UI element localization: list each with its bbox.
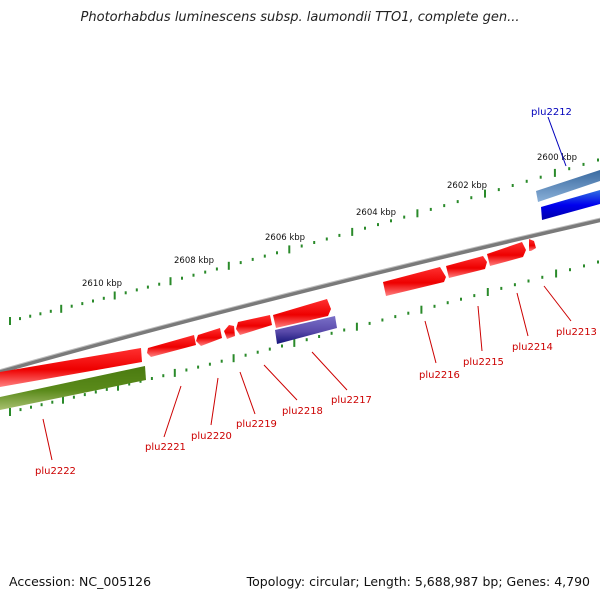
gene-label-plu2219[interactable]: plu2219 bbox=[236, 419, 277, 430]
map-title: Photorhabdus luminescens subsp. laumondi… bbox=[80, 10, 520, 25]
genome-backbone bbox=[0, 218, 600, 374]
callout-lines bbox=[42, 116, 572, 461]
gene-plu2213[interactable] bbox=[529, 239, 536, 251]
gene-plu2212-upper-feature bbox=[536, 170, 600, 202]
genome-backbone-highlight bbox=[0, 217, 600, 371]
gene-label-plu2217[interactable]: plu2217 bbox=[331, 395, 372, 406]
gene-label-plu2222[interactable]: plu2222 bbox=[35, 466, 76, 477]
gene-plu2219[interactable] bbox=[236, 315, 272, 335]
accession-text: Accession: NC_005126 bbox=[9, 574, 152, 589]
forward-tick-row bbox=[9, 158, 599, 325]
gene-plu2221b[interactable] bbox=[147, 335, 196, 357]
gene-plu2212-lower-feature bbox=[541, 190, 600, 220]
ruler-label-2602: 2602 kbp bbox=[447, 181, 487, 191]
ruler-label-2600: 2600 kbp bbox=[537, 153, 577, 163]
gene-label-plu2221[interactable]: plu2221 bbox=[145, 442, 186, 453]
gene-plu2220[interactable] bbox=[224, 325, 235, 339]
gene-label-plu2215[interactable]: plu2215 bbox=[463, 357, 504, 368]
gene-plu2218[interactable] bbox=[273, 299, 331, 328]
gene-plu2217[interactable] bbox=[275, 316, 337, 344]
gene-label-plu2213[interactable]: plu2213 bbox=[556, 327, 597, 338]
reverse-tick-row bbox=[9, 260, 599, 416]
gene-label-plu2218[interactable]: plu2218 bbox=[282, 406, 323, 417]
gene-plu2215[interactable] bbox=[446, 256, 487, 278]
gene-label-plu2220[interactable]: plu2220 bbox=[191, 431, 232, 442]
gene-green-feature[interactable] bbox=[0, 366, 146, 410]
gene-plu2212[interactable] bbox=[536, 170, 600, 220]
ruler-label-2610: 2610 kbp bbox=[82, 279, 122, 289]
gene-label-plu2214[interactable]: plu2214 bbox=[512, 342, 553, 353]
ruler-label-2604: 2604 kbp bbox=[356, 208, 396, 218]
gene-plu2222[interactable] bbox=[0, 348, 142, 387]
ruler-label-2608: 2608 kbp bbox=[174, 256, 214, 266]
gene-plu2221[interactable] bbox=[196, 328, 222, 346]
gene-label-plu2216[interactable]: plu2216 bbox=[419, 370, 460, 381]
genome-summary-text: Topology: circular; Length: 5,688,987 bp… bbox=[246, 574, 590, 589]
ruler-label-2606: 2606 kbp bbox=[265, 233, 305, 243]
gene-label-plu2212[interactable]: plu2212 bbox=[531, 107, 572, 118]
gene-plu2216[interactable] bbox=[383, 267, 446, 296]
gene-plu2214[interactable] bbox=[487, 242, 526, 266]
